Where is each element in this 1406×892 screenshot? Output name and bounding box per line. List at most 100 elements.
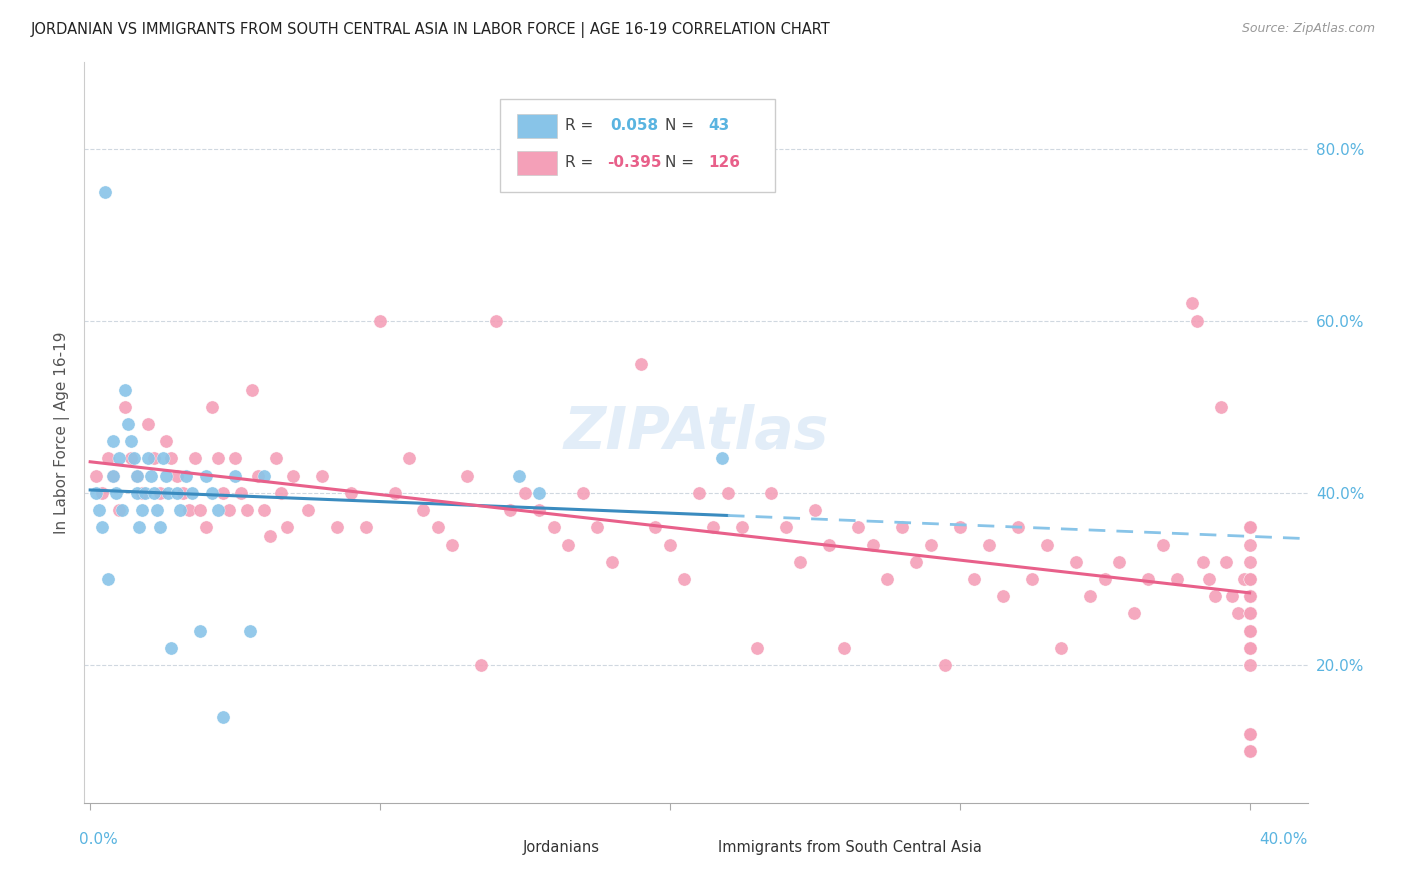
Point bbox=[183, 451, 205, 466]
Point bbox=[1239, 607, 1261, 621]
Point bbox=[586, 520, 609, 534]
Point bbox=[235, 503, 257, 517]
Point bbox=[125, 468, 148, 483]
Point bbox=[1239, 572, 1261, 586]
Point bbox=[630, 357, 652, 371]
Text: R =: R = bbox=[565, 155, 593, 169]
Point bbox=[103, 468, 125, 483]
Point bbox=[139, 468, 162, 483]
Text: Jordanians: Jordanians bbox=[522, 840, 599, 855]
Point bbox=[1239, 624, 1261, 638]
Point bbox=[1108, 555, 1130, 569]
Point bbox=[485, 314, 508, 328]
Point bbox=[1035, 537, 1057, 551]
Point bbox=[1239, 572, 1261, 586]
Point bbox=[1239, 744, 1261, 758]
Point bbox=[876, 572, 898, 586]
Point bbox=[427, 520, 450, 534]
Point bbox=[160, 451, 183, 466]
Point bbox=[1166, 572, 1188, 586]
Point bbox=[1239, 589, 1261, 603]
Point bbox=[963, 572, 986, 586]
Point bbox=[117, 417, 139, 431]
Point bbox=[195, 468, 218, 483]
FancyBboxPatch shape bbox=[682, 839, 711, 857]
Point bbox=[761, 486, 783, 500]
Point bbox=[207, 451, 229, 466]
Point bbox=[1227, 607, 1250, 621]
Point bbox=[949, 520, 972, 534]
Point bbox=[1239, 537, 1261, 551]
Point bbox=[398, 451, 420, 466]
Point bbox=[96, 572, 118, 586]
Text: R =: R = bbox=[565, 118, 593, 133]
Point bbox=[131, 503, 153, 517]
Point bbox=[207, 503, 229, 517]
Point bbox=[96, 451, 118, 466]
Point bbox=[543, 520, 565, 534]
Point bbox=[441, 537, 464, 551]
Point bbox=[731, 520, 754, 534]
Point bbox=[122, 451, 145, 466]
Point bbox=[239, 624, 262, 638]
Text: Source: ZipAtlas.com: Source: ZipAtlas.com bbox=[1241, 22, 1375, 36]
Point bbox=[281, 468, 304, 483]
Point bbox=[1239, 640, 1261, 655]
Point bbox=[832, 640, 855, 655]
Point bbox=[711, 451, 734, 466]
Point bbox=[152, 451, 174, 466]
Point bbox=[120, 434, 142, 449]
Point bbox=[1215, 555, 1237, 569]
Point bbox=[1239, 624, 1261, 638]
Text: 0.0%: 0.0% bbox=[79, 831, 117, 847]
Point bbox=[804, 503, 827, 517]
Point bbox=[1192, 555, 1215, 569]
Point bbox=[84, 468, 107, 483]
Text: N =: N = bbox=[665, 155, 695, 169]
Point bbox=[90, 520, 112, 534]
Point bbox=[905, 555, 928, 569]
Point bbox=[172, 486, 194, 500]
FancyBboxPatch shape bbox=[517, 114, 557, 138]
Point bbox=[499, 503, 522, 517]
Point bbox=[93, 185, 115, 199]
Point bbox=[1122, 607, 1144, 621]
Point bbox=[529, 486, 551, 500]
Point bbox=[114, 383, 136, 397]
Point bbox=[934, 658, 956, 673]
Point bbox=[600, 555, 623, 569]
Text: 40.0%: 40.0% bbox=[1260, 831, 1308, 847]
Point bbox=[920, 537, 942, 551]
Point bbox=[1239, 555, 1261, 569]
Point bbox=[508, 468, 530, 483]
Point bbox=[529, 503, 551, 517]
Point bbox=[224, 451, 246, 466]
Point bbox=[1152, 537, 1174, 551]
Point bbox=[253, 468, 276, 483]
Point bbox=[557, 537, 579, 551]
Point bbox=[224, 468, 246, 483]
Point bbox=[242, 383, 264, 397]
FancyBboxPatch shape bbox=[486, 839, 516, 857]
Text: -0.395: -0.395 bbox=[606, 155, 661, 169]
Point bbox=[717, 486, 740, 500]
Point bbox=[84, 486, 107, 500]
Point bbox=[1181, 296, 1204, 310]
Point bbox=[90, 486, 112, 500]
Point bbox=[87, 503, 110, 517]
Point bbox=[155, 434, 177, 449]
Point bbox=[134, 486, 156, 500]
Point bbox=[195, 520, 218, 534]
Point bbox=[174, 468, 197, 483]
Point bbox=[201, 400, 224, 414]
Point bbox=[1239, 520, 1261, 534]
Point bbox=[1209, 400, 1232, 414]
Point bbox=[128, 520, 150, 534]
Point bbox=[1137, 572, 1160, 586]
Point bbox=[111, 503, 134, 517]
Point bbox=[270, 486, 292, 500]
Point bbox=[1239, 589, 1261, 603]
Point bbox=[470, 658, 492, 673]
Point bbox=[264, 451, 287, 466]
Point bbox=[160, 640, 183, 655]
